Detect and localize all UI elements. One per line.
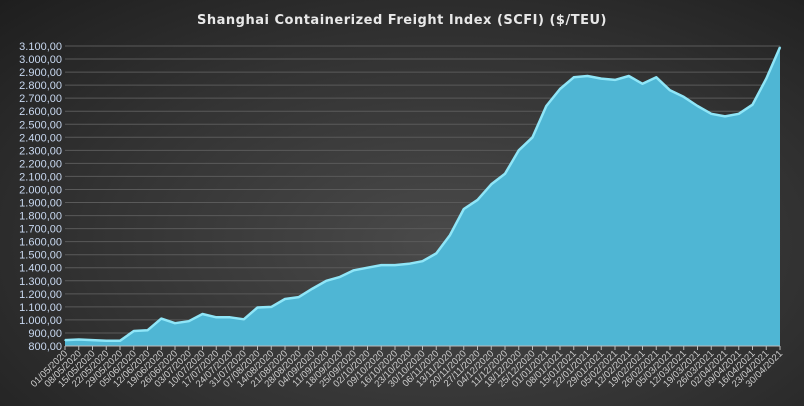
y-tick-label: 2.500,00 [19, 119, 62, 131]
data-point [476, 199, 479, 201]
y-tick-label: 2.900,00 [19, 67, 62, 79]
data-point [449, 234, 451, 236]
data-point [421, 260, 424, 263]
data-point [366, 266, 369, 269]
data-point [256, 306, 259, 309]
data-point [669, 89, 671, 92]
data-point [64, 339, 66, 341]
data-point [339, 276, 341, 278]
data-point [105, 339, 108, 342]
data-point [132, 330, 135, 332]
y-tick-label: 800,00 [28, 341, 62, 353]
y-tick-label: 2.100,00 [19, 171, 62, 183]
y-tick-label: 1.600,00 [19, 237, 62, 249]
data-point [146, 329, 149, 332]
data-point [311, 287, 314, 290]
y-tick-label: 900,00 [28, 328, 62, 340]
y-tick-label: 1.100,00 [19, 302, 62, 314]
y-tick-label: 1.500,00 [19, 250, 62, 262]
data-point [242, 318, 245, 321]
data-point [394, 264, 396, 266]
data-point [229, 316, 231, 319]
data-point [724, 115, 726, 118]
data-point [91, 339, 94, 341]
data-point [215, 316, 218, 319]
data-point [517, 149, 520, 152]
data-point [504, 173, 506, 175]
y-tick-label: 3.000,00 [19, 54, 62, 66]
data-point [201, 313, 204, 315]
y-tick-label: 1.000,00 [19, 315, 62, 327]
y-axis: 800,00900,001.000,001.100,001.200,001.30… [19, 41, 62, 353]
data-point [435, 252, 438, 255]
data-point [531, 136, 534, 139]
data-point [160, 317, 163, 320]
data-point [765, 77, 768, 80]
data-point [627, 75, 630, 77]
data-point [600, 77, 603, 80]
data-point [614, 79, 616, 81]
area-fill [65, 47, 780, 347]
data-point [696, 105, 699, 107]
y-tick-label: 2.000,00 [19, 184, 62, 196]
y-tick-label: 3.100,00 [19, 41, 62, 53]
data-point [270, 306, 273, 308]
y-tick-label: 1.800,00 [19, 211, 62, 223]
data-point [586, 75, 589, 77]
data-point [284, 298, 286, 300]
y-tick-label: 2.800,00 [19, 80, 62, 92]
y-tick-label: 1.900,00 [19, 198, 62, 210]
data-point [462, 208, 465, 210]
y-tick-label: 2.400,00 [19, 132, 62, 144]
data-point [77, 338, 80, 341]
y-tick-label: 1.400,00 [19, 263, 62, 275]
data-point [407, 263, 410, 265]
data-point [779, 46, 781, 49]
data-point [710, 113, 713, 115]
data-point [490, 183, 493, 186]
y-tick-label: 1.700,00 [19, 224, 62, 236]
data-point [325, 279, 328, 282]
data-point [751, 103, 754, 106]
data-point [380, 264, 383, 266]
data-point [187, 320, 190, 323]
y-tick-label: 1.300,00 [19, 276, 62, 288]
data-point [352, 269, 355, 272]
y-tick-label: 1.200,00 [19, 289, 62, 301]
data-point [572, 76, 575, 79]
chart-title: Shanghai Containerized Freight Index (SC… [197, 13, 607, 28]
data-point [559, 88, 561, 90]
data-point [737, 113, 740, 115]
data-point [174, 322, 176, 324]
y-tick-label: 2.700,00 [19, 93, 62, 105]
data-point [297, 296, 300, 298]
data-point [641, 83, 644, 85]
y-tick-label: 2.200,00 [19, 158, 62, 170]
y-tick-label: 2.300,00 [19, 145, 62, 157]
y-tick-label: 2.600,00 [19, 106, 62, 118]
data-point [545, 105, 548, 107]
x-axis: 01/05/202008/05/202015/05/202022/05/2020… [29, 345, 785, 390]
area-series [64, 46, 782, 347]
data-point [655, 76, 658, 79]
data-point [119, 339, 121, 342]
data-point [682, 96, 685, 98]
